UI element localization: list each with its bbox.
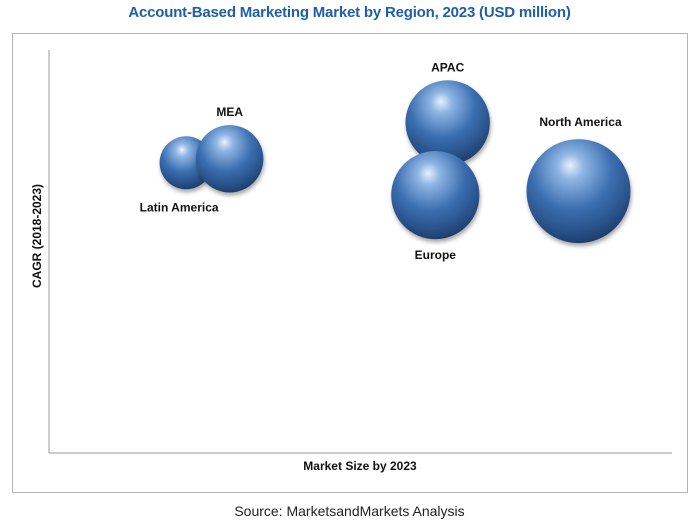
bubble-north-america <box>526 139 631 244</box>
chart-frame <box>12 33 688 493</box>
bubble-series: Latin America MEA APAC Europe North America <box>140 60 631 262</box>
bubble-label-europe: Europe <box>415 248 457 262</box>
source-note: Source: MarketsandMarkets Analysis <box>234 503 465 519</box>
x-axis-label: Market Size by 2023 <box>303 459 417 473</box>
bubble-label-mea: MEA <box>216 105 243 119</box>
y-axis-label: CAGR (2018-2023) <box>30 184 44 288</box>
chart-title: Account-Based Marketing Market by Region… <box>128 4 571 21</box>
bubble-label-latin-america: Latin America <box>140 200 219 214</box>
bubble-mea <box>196 125 264 193</box>
bubble-label-north-america: North America <box>539 115 622 129</box>
bubble-label-apac: APAC <box>431 60 464 74</box>
bubble-europe <box>391 151 480 240</box>
bubble-apac <box>405 80 490 165</box>
